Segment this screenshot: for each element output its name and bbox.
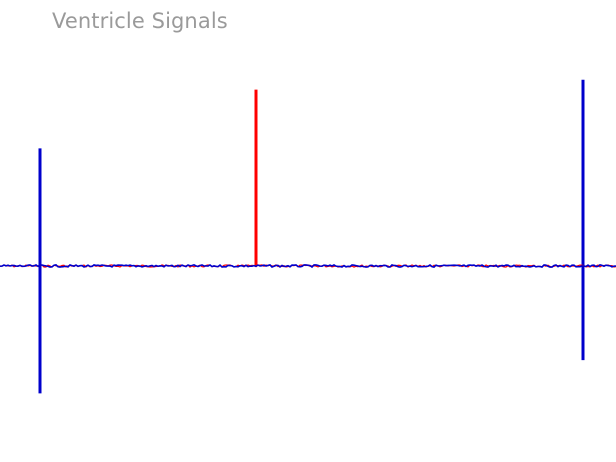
baseline-layer [0,263,616,269]
baseline-trace-1 [0,263,616,269]
spike-layer [38,79,585,394]
chart-title: Ventricle Signals [52,9,228,33]
